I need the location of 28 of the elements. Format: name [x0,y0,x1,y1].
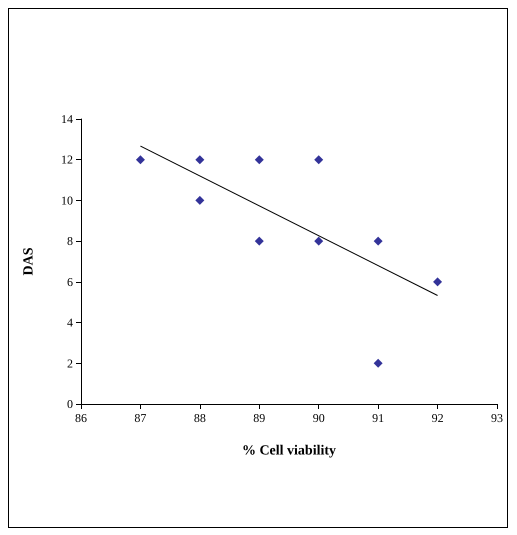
y-tick-label: 2 [67,356,73,370]
x-tick-label: 86 [75,411,87,425]
point [374,358,383,368]
point [374,236,383,246]
y-tick-label: 14 [61,112,73,126]
x-tick-label: 89 [253,411,266,425]
y-axis-title: DAS [22,247,36,276]
x-tick-label: 93 [491,411,503,425]
point [254,155,264,164]
y-tick-label: 10 [61,193,73,208]
x-tick-label: 87 [134,411,146,425]
x-tick-label: 91 [372,411,384,425]
y-tick-label: 8 [67,234,73,248]
point [433,277,442,286]
y-tick-label: 6 [67,274,73,289]
point [254,236,264,246]
y-tick-label: 0 [67,397,73,411]
point [314,155,324,164]
point [314,236,324,246]
y-tick-label: 4 [67,316,73,330]
point [195,155,204,164]
x-axis-title: % Cell viability [242,444,336,458]
y-tick-label: 12 [61,152,73,167]
x-tick-label: 90 [312,411,325,425]
x-tick-label: 88 [194,411,206,425]
point [136,155,145,164]
x-tick-label: 92 [432,411,444,425]
point [195,196,204,205]
